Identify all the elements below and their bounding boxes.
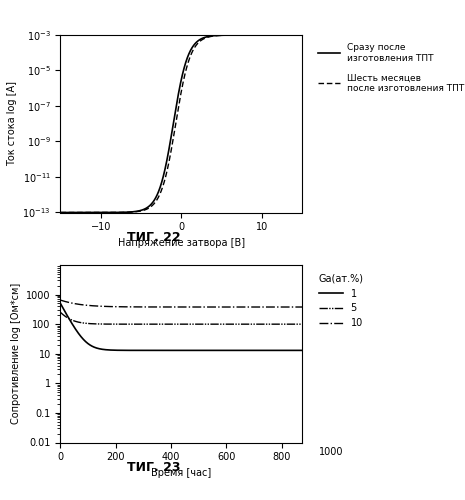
Text: ΤИГ. 22: ΤИГ. 22 xyxy=(126,231,180,244)
Text: 1000: 1000 xyxy=(319,447,344,457)
Text: ΤИГ. 23: ΤИГ. 23 xyxy=(126,461,180,474)
Legend: Сразу после
изготовления ТПТ, Шесть месяцев
после изготовления ТПТ: Сразу после изготовления ТПТ, Шесть меся… xyxy=(314,40,465,96)
X-axis label: Время [час]: Время [час] xyxy=(151,468,212,478)
Y-axis label: Ток стока log [А]: Ток стока log [А] xyxy=(7,81,17,166)
Y-axis label: Сопротивление log [Ом*см]: Сопротивление log [Ом*см] xyxy=(11,283,20,424)
Legend: 1, 5, 10: 1, 5, 10 xyxy=(314,270,367,332)
X-axis label: Напряжение затвора [В]: Напряжение затвора [В] xyxy=(118,238,245,248)
